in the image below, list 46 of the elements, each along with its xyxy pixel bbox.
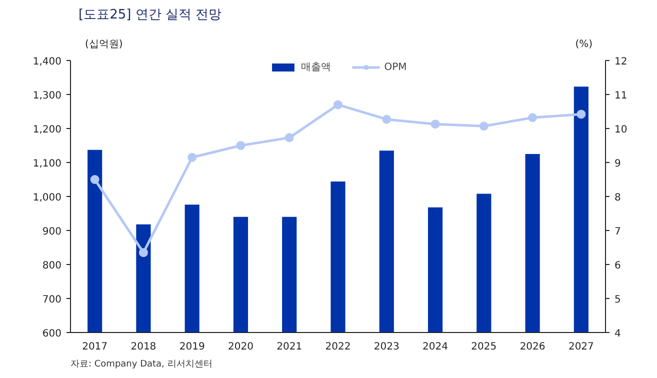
legend-label: OPM <box>384 62 407 72</box>
y2-tick-label: 5 <box>614 294 621 306</box>
point <box>479 122 488 131</box>
chart-title: [도표25] 연간 실적 전망 <box>78 8 222 22</box>
text: 자료: Company Data, 리서치센터 <box>70 360 212 370</box>
y2-tick-label: 11 <box>614 90 628 102</box>
x-tick-label: 2024 <box>422 342 448 352</box>
x-tick-label: 2020 <box>228 342 254 352</box>
point <box>236 141 246 150</box>
legend-label: 매출액 <box>301 61 332 74</box>
x-tick-label: 2027 <box>568 342 594 352</box>
y2-tick-label: 12 <box>614 56 628 68</box>
y-tick-label: 1,000 <box>32 192 62 204</box>
y-tick-label: 800 <box>42 260 62 272</box>
point <box>90 175 100 184</box>
x-tick-label: 2018 <box>130 342 156 352</box>
y2-tick-label: 9 <box>614 158 621 170</box>
x-tick-label: 2017 <box>82 342 108 352</box>
y-tick-label: 900 <box>42 226 62 238</box>
y-axis-title: (십억원) <box>84 39 123 50</box>
y2-axis-title: (%) <box>575 39 593 50</box>
x-tick-label: 2025 <box>471 342 497 352</box>
x-tick-label: 2023 <box>374 342 400 352</box>
point <box>284 133 294 142</box>
y2-tick-label: 8 <box>614 192 621 204</box>
y2-tick-label: 7 <box>614 226 621 238</box>
point <box>576 110 586 119</box>
y2-tick-label: 6 <box>614 260 621 272</box>
x-tick-label: 2022 <box>325 342 351 352</box>
x-tick-label: 2021 <box>276 342 302 352</box>
y-tick-label: 1,200 <box>32 124 62 136</box>
point <box>188 152 197 162</box>
point <box>528 113 538 122</box>
y-tick-label: 700 <box>42 294 62 306</box>
y2-tick-label: 4 <box>614 328 621 340</box>
y-tick-label: 1,400 <box>32 56 62 68</box>
point <box>382 114 392 124</box>
y-tick-label: 1,300 <box>32 90 62 102</box>
x-tick-label: 2026 <box>520 342 546 352</box>
point <box>138 248 148 258</box>
y2-tick-label: 10 <box>614 124 628 136</box>
point <box>334 100 342 110</box>
point <box>430 120 440 129</box>
y-tick-label: 1,100 <box>32 158 62 170</box>
y-tick-label: 600 <box>42 328 62 340</box>
x-tick-label: 2019 <box>179 342 205 352</box>
